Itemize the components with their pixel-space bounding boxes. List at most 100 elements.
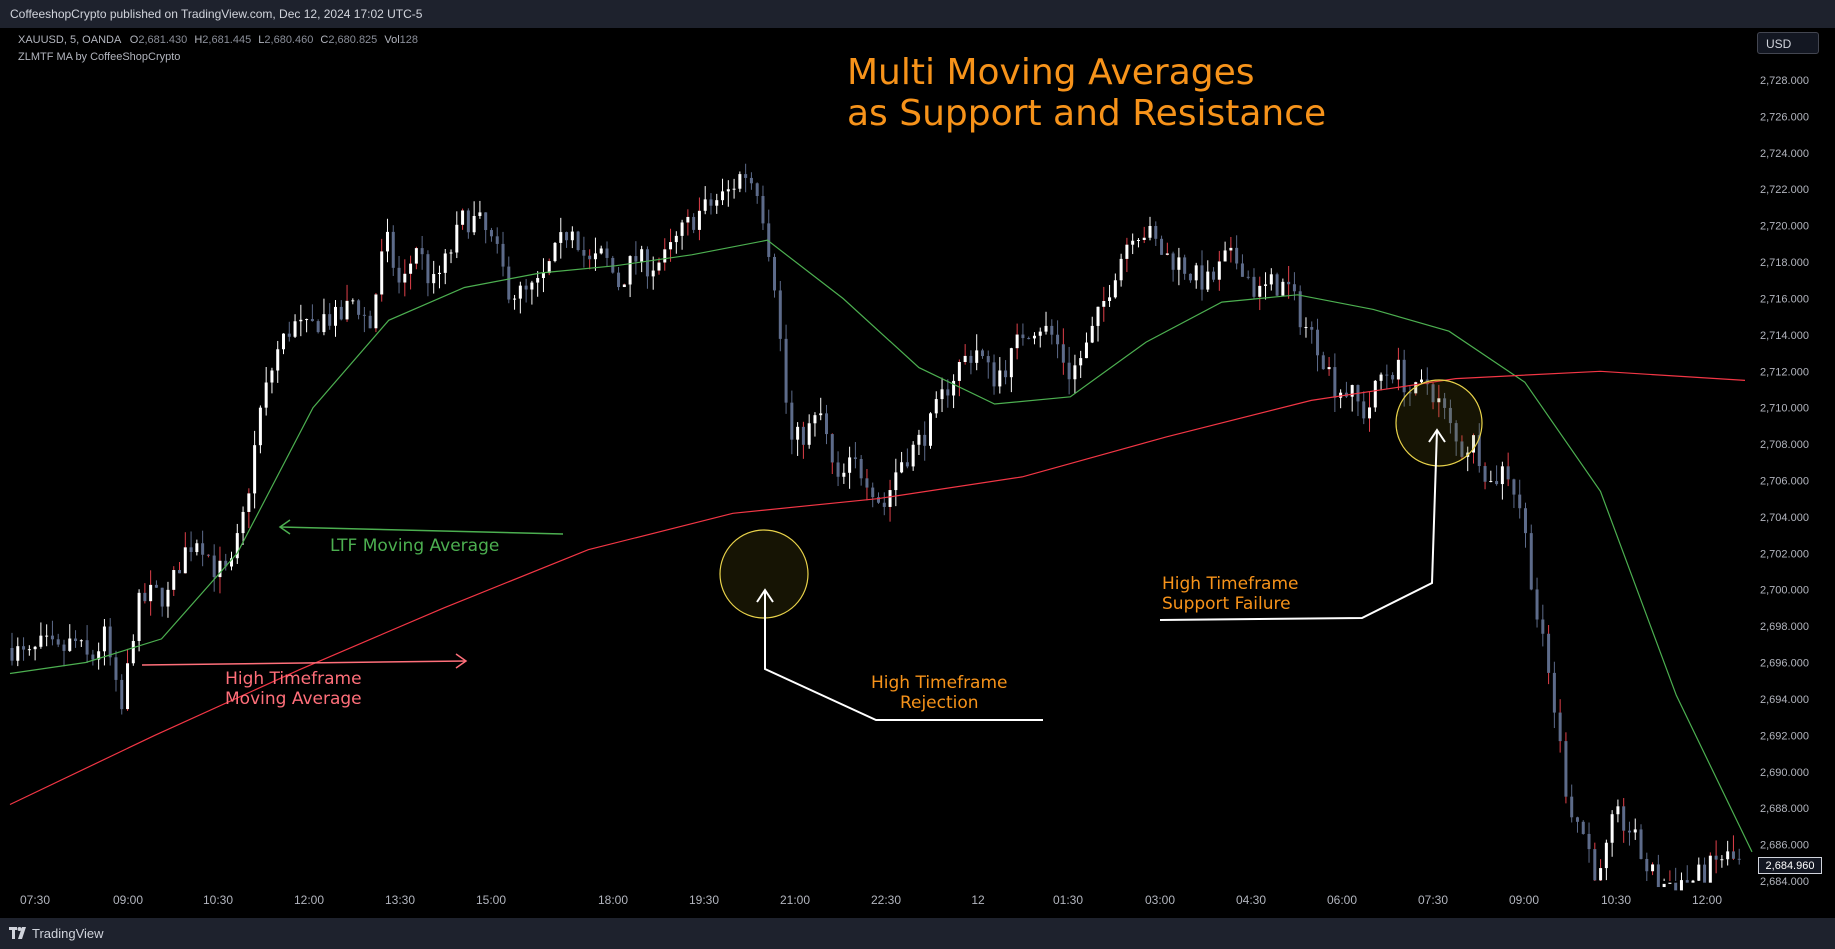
candle-body [1148,226,1152,238]
candle-body [848,457,852,473]
candle-body [669,242,673,250]
candle-body [183,547,187,574]
candle-body [339,306,343,320]
candle-body [813,415,817,424]
candle-body [108,626,112,658]
candle-body [900,462,904,473]
candle-body [10,647,14,661]
candle-body [328,314,332,326]
candle-body [478,212,482,216]
candle-body [62,644,66,651]
x-tick-label: 12:00 [294,893,324,907]
candle-body [1310,327,1314,330]
candle-body [1454,423,1458,442]
candle-body [934,399,938,414]
candle-body [784,338,788,403]
ltf-note: LTF Moving Average [330,536,499,556]
candle-body [576,231,580,250]
candle-body [1431,384,1435,403]
candle-body [374,294,378,329]
candle-body [1570,796,1574,818]
candle-body [1212,271,1216,280]
candle-body [1483,466,1487,482]
candle-body [940,389,944,400]
y-tick-label: 2,704.000 [1760,512,1809,524]
candle-body [1333,367,1337,398]
candle-body [1593,849,1597,881]
indicator-label[interactable]: ZLMTF MA by CoffeeShopCrypto [18,51,181,63]
candle-body [778,290,782,339]
candle-body [530,282,534,290]
candle-body [56,639,60,645]
failure-circle [1395,379,1483,467]
y-tick-label: 2,714.000 [1760,330,1809,342]
candle-body [628,256,632,285]
candle-body [1339,392,1343,398]
candle-body [1587,833,1591,850]
annotation-shapes [141,379,1483,721]
candle-body [1281,281,1285,296]
symbol-label: XAUUSD, 5, OANDA [18,34,121,46]
candle-body [91,654,95,660]
candle-body [212,555,216,578]
candle-body [882,502,886,507]
failure-arrow-head [1428,428,1446,443]
price-axis: 2,684.000 2,686.000 2,688.000 2,690.000 2,69… [1760,75,1809,888]
candle-body [195,543,199,553]
candle-body [1183,257,1187,274]
candle-body [1604,842,1608,869]
candle-body [1616,806,1620,815]
candle-body [1495,481,1499,485]
candle-body [345,300,349,320]
y-tick-label: 2,728.000 [1760,75,1809,87]
y-tick-label: 2,688.000 [1760,803,1809,815]
y-tick-label: 2,702.000 [1760,548,1809,560]
candle-body [1177,257,1181,270]
candle-body [761,196,765,224]
candle-body [599,248,603,254]
candle-body [946,389,950,396]
candle-body [1206,271,1210,290]
candle-body [1125,244,1129,259]
candle-body [928,413,932,446]
candle-body [853,457,857,459]
candle-body [333,306,337,326]
candle-body [726,189,730,192]
candle-body [1460,441,1464,457]
candle-body [1679,880,1683,891]
candle-body [1685,880,1689,883]
candle-body [692,216,696,230]
candle-body [842,472,846,477]
candle-body [247,493,251,512]
candle-body [1726,851,1730,860]
candle-body [830,434,834,463]
candle-body [455,224,459,253]
chart-canvas[interactable]: 2,684.000 2,686.000 2,688.000 2,690.000 2,69… [0,28,1835,918]
candle-body [1443,398,1447,408]
candle-body [489,230,493,237]
y-tick-label: 2,706.000 [1760,476,1809,488]
candle-body [986,356,990,363]
candle-body [1009,348,1013,378]
candle-body [189,547,193,553]
candle-body [1391,375,1395,380]
candle-body [553,242,557,262]
candle-body [270,370,274,383]
y-tick-label: 2,718.000 [1760,257,1809,269]
candle-body [1541,619,1545,634]
candle-body [755,183,759,197]
candle-body [1188,273,1192,281]
candle-body [1552,672,1556,713]
candle-body [351,300,355,302]
candle-body [391,231,395,268]
htf-pointer-arrow [141,660,467,666]
close-value: 2,680.825 [328,34,378,46]
candle-body [1235,247,1239,264]
candle-body [102,626,106,652]
currency-button[interactable]: USD [1757,32,1819,54]
candle-body [305,319,309,321]
volume-value: 128 [399,34,419,46]
candle-body [432,274,436,284]
x-tick-label: 06:00 [1327,893,1357,907]
title-line-2: as Support and Resistance [847,93,1327,134]
